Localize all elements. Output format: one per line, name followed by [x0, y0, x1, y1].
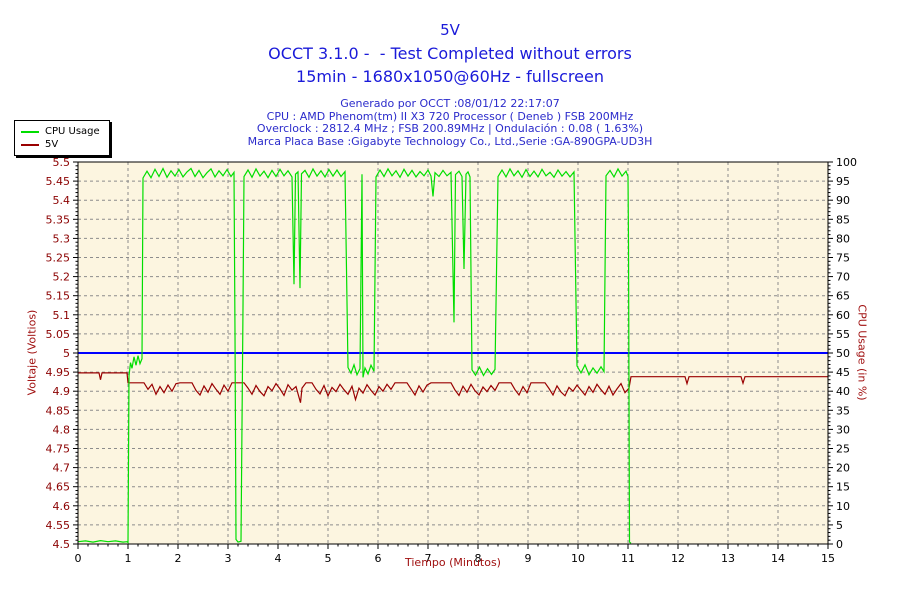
voltage-line-swatch — [21, 143, 39, 146]
y-left-tick-label: 4.95 — [46, 366, 71, 379]
legend-item-5v: 5V — [21, 138, 100, 151]
info-line-cpu: CPU : AMD Phenom(tm) II X3 720 Processor… — [266, 109, 634, 123]
x-tick-label: 13 — [721, 552, 735, 565]
y-left-tick-label: 4.85 — [46, 404, 71, 417]
x-tick-label: 6 — [375, 552, 382, 565]
chart-subtitle-status: OCCT 3.1.0 - - Test Completed without er… — [268, 44, 632, 63]
chart-subtitle-config: 15min - 1680x1050@60Hz - fullscreen — [296, 67, 604, 86]
y-left-tick-label: 5.4 — [53, 194, 71, 207]
y-right-tick-label: 100 — [836, 156, 857, 169]
y-axis-right-title: CPU Usage (in %) — [855, 304, 869, 401]
info-line-motherboard: Marca Placa Base :Gigabyte Technology Co… — [247, 134, 653, 148]
y-left-tick-label: 5.05 — [46, 328, 71, 341]
y-left-tick-label: 5 — [63, 347, 70, 360]
y-right-tick-label: 75 — [836, 252, 850, 265]
y-left-tick-label: 5.25 — [46, 252, 71, 265]
y-right-tick-label: 35 — [836, 404, 850, 417]
legend-label-5v: 5V — [45, 139, 59, 150]
y-left-tick-label: 4.65 — [46, 481, 71, 494]
y-right-tick-label: 95 — [836, 175, 850, 188]
y-right-tick-label: 15 — [836, 481, 850, 494]
x-tick-label: 11 — [621, 552, 635, 565]
y-left-tick-label: 5.2 — [53, 271, 71, 284]
y-left-tick-label: 4.55 — [46, 519, 71, 532]
legend-label-cpu-usage: CPU Usage — [45, 126, 100, 137]
x-tick-label: 7 — [425, 552, 432, 565]
x-tick-label: 9 — [525, 552, 532, 565]
axis-ticks — [73, 161, 833, 549]
y-right-tick-label: 65 — [836, 290, 850, 303]
y-left-tick-label: 4.75 — [46, 443, 71, 456]
chart-title: 5V — [440, 21, 460, 39]
y-right-tick-label: 25 — [836, 443, 850, 456]
x-axis-title: Tiempo (Minutos) — [405, 556, 501, 569]
y-right-tick-label: 55 — [836, 328, 850, 341]
legend-item-cpu-usage: CPU Usage — [21, 125, 100, 138]
cpu-usage-line-swatch — [21, 130, 39, 133]
y-right-tick-label: 40 — [836, 385, 850, 398]
y-right-tick-label: 0 — [836, 538, 843, 551]
x-tick-label: 0 — [75, 552, 82, 565]
y-left-tick-label: 4.6 — [53, 500, 71, 513]
y-left-tick-label: 4.9 — [53, 385, 71, 398]
y-right-tick-label: 30 — [836, 423, 850, 436]
y-right-tick-label: 45 — [836, 366, 850, 379]
legend: CPU Usage 5V — [14, 120, 110, 156]
y-left-tick-label: 5.35 — [46, 213, 71, 226]
x-tick-label: 14 — [771, 552, 785, 565]
y-right-tick-label: 70 — [836, 271, 850, 284]
y-right-tick-label: 50 — [836, 347, 850, 360]
x-tick-label: 3 — [225, 552, 232, 565]
y-left-tick-label: 4.5 — [53, 538, 71, 551]
y-left-tick-label: 5.45 — [46, 175, 71, 188]
y-right-tick-label: 80 — [836, 232, 850, 245]
tick-labels: 4.5 4.55 4.6 4.65 4.7 4.75 4.8 4.85 4.9 4.95 5 5.05… — [46, 156, 858, 565]
y-right-tick-label: 85 — [836, 213, 850, 226]
cpu-usage-line — [77, 167, 632, 544]
x-tick-label: 15 — [821, 552, 835, 565]
y-left-tick-label: 5.5 — [53, 156, 71, 169]
x-tick-label: 4 — [275, 552, 282, 565]
x-tick-label: 1 — [125, 552, 132, 565]
x-tick-label: 5 — [325, 552, 332, 565]
y-left-tick-label: 5.15 — [46, 290, 71, 303]
x-tick-label: 8 — [475, 552, 482, 565]
y-right-tick-label: 5 — [836, 519, 843, 532]
y-left-tick-label: 5.3 — [53, 232, 71, 245]
x-tick-label: 2 — [175, 552, 182, 565]
y-right-tick-label: 90 — [836, 194, 850, 207]
y-right-tick-label: 10 — [836, 500, 850, 513]
y-left-tick-label: 5.1 — [53, 309, 71, 322]
voltage-5v-line — [78, 372, 828, 403]
info-line-generated: Generado por OCCT :08/01/12 22:17:07 — [340, 97, 560, 110]
y-left-tick-label: 4.7 — [53, 462, 71, 475]
x-tick-label: 12 — [671, 552, 685, 565]
y-left-tick-label: 4.8 — [53, 423, 71, 436]
x-tick-label: 10 — [571, 552, 585, 565]
y-axis-left-title: Voltaje (Voltios) — [25, 309, 39, 396]
info-line-overclock: Overclock : 2812.4 MHz ; FSB 200.89MHz |… — [256, 122, 644, 135]
y-right-tick-label: 20 — [836, 462, 850, 475]
y-right-tick-label: 60 — [836, 309, 850, 322]
